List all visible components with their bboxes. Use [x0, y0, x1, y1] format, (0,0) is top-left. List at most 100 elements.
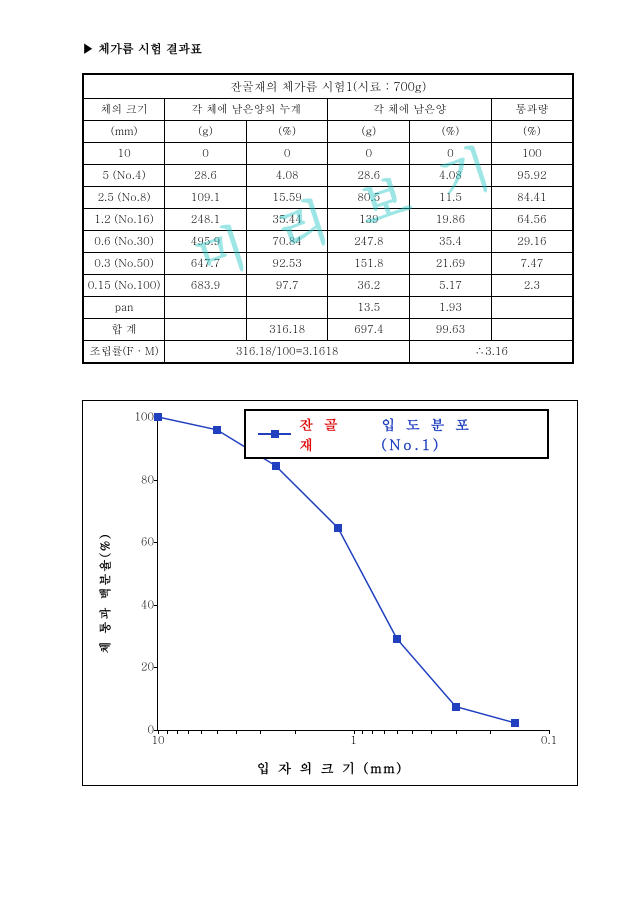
table-cell: 35.4	[410, 231, 492, 253]
legend-text-b: 입 도 분 포 (No.1)	[381, 414, 535, 454]
table-cell: 0.15 (No.100)	[83, 275, 165, 297]
y-tick-label: 40	[130, 597, 154, 612]
table-cell: 64.56	[491, 209, 573, 231]
table-cell: 683.9	[165, 275, 247, 297]
results-table: 잔골재의 체가름 시험1(시료 : 700g) 체의 크기 각 체에 남은양의 …	[82, 73, 574, 364]
col-g2a: (g)	[328, 121, 410, 143]
x-minor-tick	[384, 731, 385, 734]
x-minor-tick	[295, 731, 296, 734]
table-cell: 84.41	[491, 187, 573, 209]
table-cell	[165, 297, 247, 319]
table-cell: 35.44	[246, 209, 328, 231]
table-cell: 15.59	[246, 187, 328, 209]
table-cell: 4.08	[410, 165, 492, 187]
x-minor-tick	[201, 731, 202, 734]
x-minor-tick	[431, 731, 432, 734]
col-size-unit: (mm)	[83, 121, 165, 143]
x-minor-tick	[217, 731, 218, 734]
table-cell: 0.6 (No.30)	[83, 231, 165, 253]
col-g3: (%)	[491, 121, 573, 143]
table-row: 0.15 (No.100)683.997.736.25.172.3	[83, 275, 573, 297]
x-minor-tick	[372, 731, 373, 734]
table-row: 100000100	[83, 143, 573, 165]
x-axis-label: 입 자 의 크 기 (mm)	[257, 758, 403, 777]
table-cell: 70.84	[246, 231, 328, 253]
table-cell: 151.8	[328, 253, 410, 275]
fm-value: 316.18/100=3.1618	[165, 341, 410, 364]
table-row: 0.6 (No.30)495.970.84247.835.429.16	[83, 231, 573, 253]
col-grp1: 각 체에 남은양의 누계	[165, 99, 328, 121]
table-cell: 5.17	[410, 275, 492, 297]
table-cell: 29.16	[491, 231, 573, 253]
table-cell: 21.69	[410, 253, 492, 275]
table-cell	[246, 297, 328, 319]
y-tick-label: 20	[130, 660, 154, 675]
col-g2b: (%)	[410, 121, 492, 143]
table-cell: 28.6	[328, 165, 410, 187]
table-cell: 109.1	[165, 187, 247, 209]
x-tick-label: 0.1	[541, 733, 557, 748]
table-cell: 99.63	[410, 319, 492, 341]
table-row: 합 계316.18697.499.63	[83, 319, 573, 341]
table-cell: 2.5 (No.8)	[83, 187, 165, 209]
x-minor-tick	[490, 731, 491, 734]
table-cell: 100	[491, 143, 573, 165]
data-point	[334, 524, 342, 532]
table-cell: 28.6	[165, 165, 247, 187]
data-point	[272, 462, 280, 470]
section-title: 체가름 시험 결과표	[82, 40, 598, 57]
table-cell: 139	[328, 209, 410, 231]
col-size-label: 체의 크기	[83, 99, 165, 121]
plot-area: 잔 골 재 입 도 분 포 (No.1) 0204060801001010.1	[157, 417, 549, 731]
data-point	[393, 635, 401, 643]
table-cell: 697.4	[328, 319, 410, 341]
x-tick-label: 10	[151, 733, 164, 748]
legend-text-a: 잔 골 재	[299, 414, 363, 454]
x-tick-mark	[549, 730, 550, 734]
table-cell: 97.7	[246, 275, 328, 297]
table-cell: 92.53	[246, 253, 328, 275]
table-cell: 4.08	[246, 165, 328, 187]
fm-label: 조립률(F · M)	[83, 341, 165, 364]
table-cell: 316.18	[246, 319, 328, 341]
y-tick-label: 60	[130, 535, 154, 550]
table-cell	[491, 319, 573, 341]
table-cell: 495.9	[165, 231, 247, 253]
data-point	[511, 719, 519, 727]
table-cell: 11.5	[410, 187, 492, 209]
table-cell: 2.3	[491, 275, 573, 297]
x-minor-tick	[260, 731, 261, 734]
x-tick-mark	[158, 730, 159, 734]
table-row: pan13.51.93	[83, 297, 573, 319]
table-cell: 247.8	[328, 231, 410, 253]
table-row: 0.3 (No.50)647.792.53151.821.697.47	[83, 253, 573, 275]
table-cell: 1.93	[410, 297, 492, 319]
x-tick-mark	[354, 730, 355, 734]
table-row: 2.5 (No.8)109.115.5980.511.584.41	[83, 187, 573, 209]
y-tick-label: 0	[130, 723, 154, 738]
col-grp3: 통과량	[491, 99, 573, 121]
legend-marker-icon	[258, 433, 291, 435]
table-cell: 19.86	[410, 209, 492, 231]
table-cell: 1.2 (No.16)	[83, 209, 165, 231]
y-tick-label: 80	[130, 472, 154, 487]
x-minor-tick	[412, 731, 413, 734]
x-minor-tick	[167, 731, 168, 734]
table-cell: 248.1	[165, 209, 247, 231]
x-minor-tick	[456, 731, 457, 734]
table-cell: 0	[410, 143, 492, 165]
table-cell: 7.47	[491, 253, 573, 275]
table-cell: 36.2	[328, 275, 410, 297]
fm-result: ∴3.16	[410, 341, 573, 364]
table-cell	[491, 297, 573, 319]
table-cell: 13.5	[328, 297, 410, 319]
x-minor-tick	[236, 731, 237, 734]
table-cell	[165, 319, 247, 341]
table-cell: 0	[246, 143, 328, 165]
x-minor-tick	[188, 731, 189, 734]
table-cell: 0	[328, 143, 410, 165]
y-tick-label: 100	[130, 410, 154, 425]
gradation-chart: 체 통과 백분율(%) 잔 골 재 입 도 분 포 (No.1) 0204060…	[82, 400, 578, 786]
data-point	[154, 413, 162, 421]
table-cell: 0.3 (No.50)	[83, 253, 165, 275]
